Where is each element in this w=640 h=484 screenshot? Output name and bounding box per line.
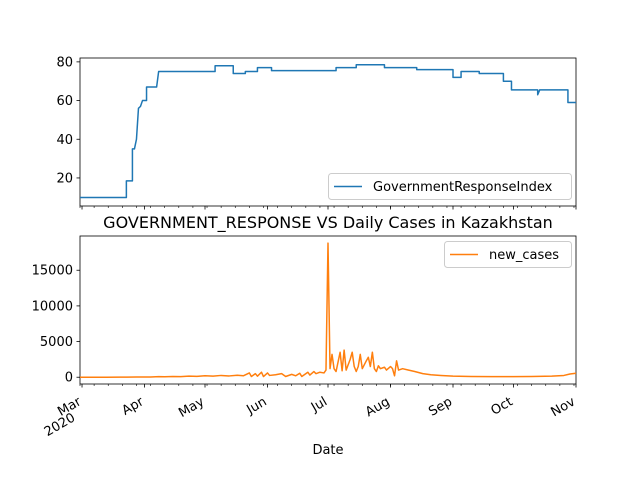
x-tick-label: Apr — [120, 394, 148, 419]
x-tick-label: Jul — [308, 394, 330, 415]
series-line-GovernmentResponseIndex — [80, 64, 576, 199]
legend-top: GovernmentResponseIndex — [328, 173, 572, 200]
legend-label-new-cases: new_cases — [489, 248, 559, 263]
series-lines-bottom — [80, 242, 577, 378]
series-lines-top — [80, 64, 576, 199]
y-tick-label: 10000 — [32, 299, 73, 314]
y-tick-label: 60 — [56, 94, 73, 109]
y-tick-label: 20 — [56, 171, 73, 186]
y-ticks-top: 20 40 60 80 — [56, 55, 80, 186]
x-tick-label: Oct — [489, 394, 516, 418]
chart-title: GOVERNMENT_RESPONSE VS Daily Cases in Ka… — [103, 213, 553, 233]
legend-box-top — [328, 173, 572, 200]
legend-box-bottom — [444, 241, 572, 268]
y-tick-label: 80 — [56, 55, 73, 70]
y-tick-label: 15000 — [32, 264, 73, 279]
x-tick-label: May — [176, 394, 207, 421]
x-ticks-top — [79, 206, 577, 210]
y-tick-label: 40 — [56, 133, 73, 148]
legend-bottom: new_cases — [444, 241, 572, 268]
y-tick-label: 0 — [65, 371, 73, 386]
x-axis-label: Date — [312, 443, 343, 458]
x-tick-label: Nov — [549, 394, 579, 420]
x-tick-label: Sep — [426, 394, 455, 419]
y-tick-label: 5000 — [40, 335, 73, 350]
plot-new-cases: 0 5000 10000 15000 new_cases — [32, 235, 577, 388]
y-ticks-bottom: 0 5000 10000 15000 — [32, 264, 80, 386]
series-line-new_cases — [80, 242, 577, 378]
legend-label-government-response: GovernmentResponseIndex — [373, 180, 553, 195]
x-ticks-bottom — [79, 384, 577, 388]
plot-government-response: 20 40 60 80 GovernmentResponseIndex — [56, 55, 577, 210]
x-tick-label: Jun — [244, 394, 270, 418]
x-tick-label: Aug — [363, 394, 392, 420]
